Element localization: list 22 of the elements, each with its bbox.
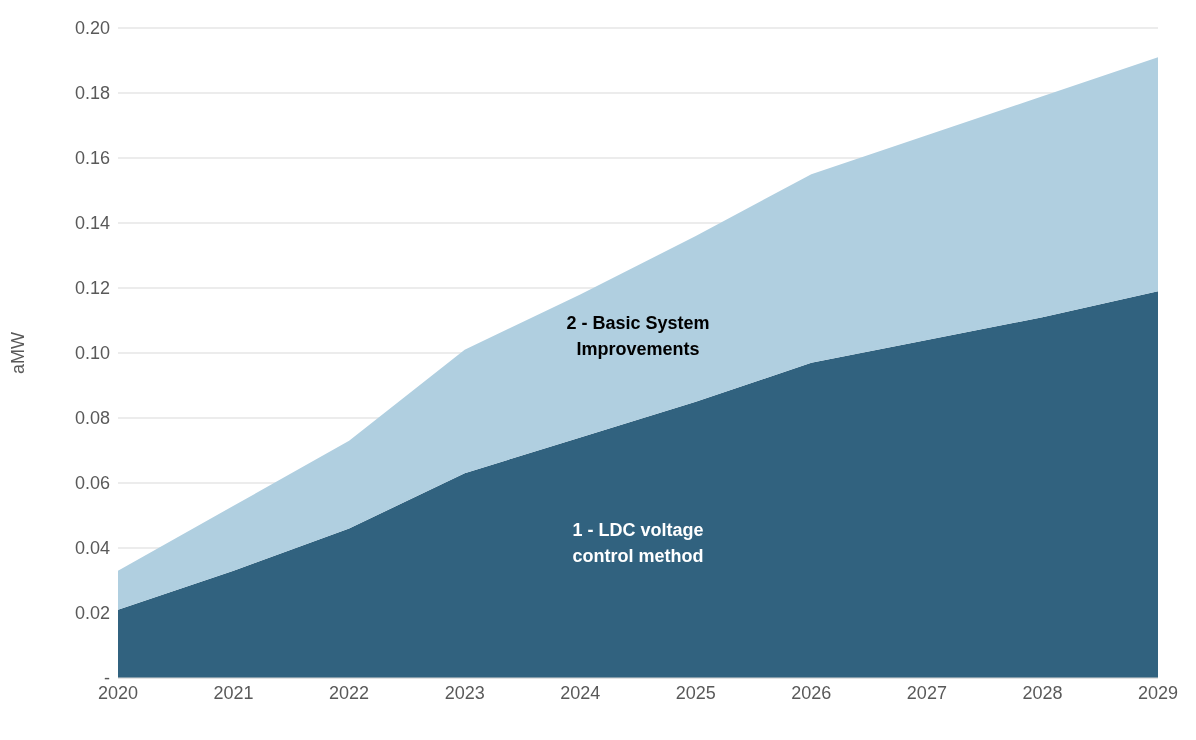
- y-axis-title: aMW: [8, 332, 29, 374]
- y-tick-label: 0.06: [74, 473, 110, 494]
- series-label: 1 - LDC voltage control method: [572, 519, 704, 566]
- y-tick-label: 0.02: [74, 603, 110, 624]
- x-tick-label: 2026: [791, 682, 832, 703]
- x-tick-label: 2021: [213, 682, 254, 703]
- y-tick-label: 0.04: [74, 538, 110, 559]
- x-tick-label: 2022: [329, 682, 370, 703]
- y-tick-label: 0.08: [74, 408, 110, 429]
- y-tick-label: 0.10: [74, 343, 110, 364]
- x-tick-label: 2023: [444, 682, 485, 703]
- y-tick-label: 0.16: [74, 148, 110, 169]
- y-tick-label: 0.12: [74, 278, 110, 299]
- x-tick-label: 2024: [560, 682, 601, 703]
- x-tick-label: 2028: [1022, 682, 1063, 703]
- y-tick-label: 0.14: [74, 213, 110, 234]
- series-label: 2 - Basic System Improvements: [566, 313, 710, 360]
- y-tick-label: 0.20: [74, 18, 110, 39]
- x-tick-label: 2025: [675, 682, 716, 703]
- x-tick-label: 2027: [906, 682, 947, 703]
- x-tick-label: 2029: [1137, 682, 1179, 703]
- y-tick-label: 0.18: [74, 83, 110, 104]
